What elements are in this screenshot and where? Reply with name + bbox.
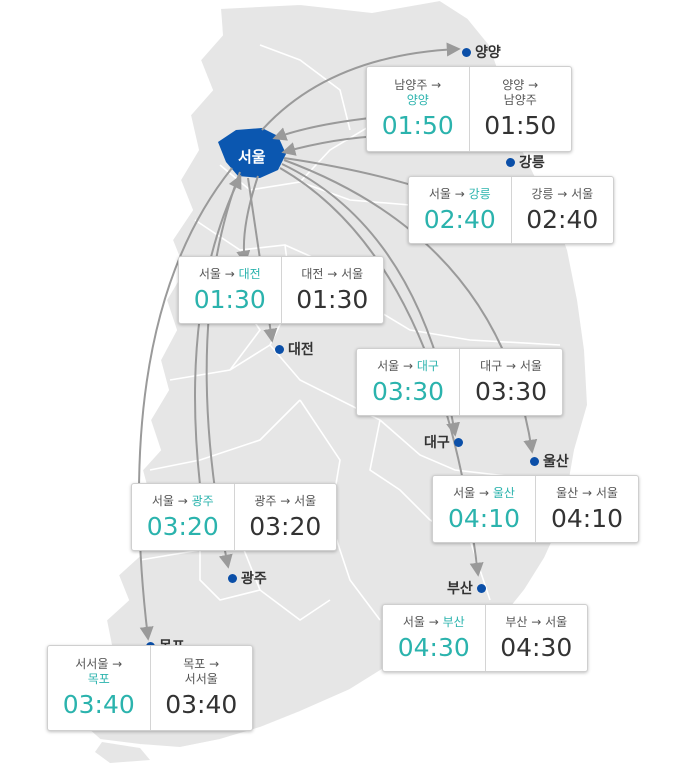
outbound-cell: 서울 → 강릉 02:40 [409,177,511,243]
return-cell: 부산 → 서울 04:30 [484,605,588,671]
return-cell: 대구 → 서울 03:30 [459,349,562,415]
outbound-time: 04:10 [447,503,521,533]
outbound-cell: 서울 → 울산 04:10 [433,476,535,542]
outbound-cell: 서울 → 부산 04:30 [383,605,485,671]
city-ulsan: 울산 [530,451,569,471]
card-gangneung: 서울 → 강릉 02:40 강릉 → 서울 02:40 [408,176,614,244]
return-route: 대전 → 서울 [301,266,364,281]
return-cell: 목포 → 서서울 03:40 [149,646,253,730]
return-cell: 대전 → 서울 01:30 [280,257,384,323]
card-daejeon: 서울 → 대전 01:30 대전 → 서울 01:30 [178,256,384,324]
return-time: 01:30 [296,284,369,314]
return-route: 대구 → 서울 [480,358,542,373]
outbound-time: 03:40 [62,689,135,719]
return-cell: 광주 → 서울 03:20 [233,484,337,550]
city-dot [506,157,515,167]
outbound-time: 01:50 [381,110,454,140]
return-time: 03:40 [165,689,238,719]
city-label: 부산 [447,581,473,597]
card-gwangju: 서울 → 광주 03:20 광주 → 서울 03:20 [131,483,337,551]
return-route: 광주 → 서울 [254,493,317,508]
return-cell: 강릉 → 서울 02:40 [510,177,614,243]
city-daegu: 대구 [424,432,463,452]
return-route: 강릉 → 서울 [531,186,594,201]
outbound-cell: 서울 → 대구 03:30 [357,349,459,415]
city-dot [476,583,486,593]
outbound-route: 서울 → 강릉 [428,186,491,201]
city-label: 강릉 [519,155,545,171]
outbound-route: 남양주 → 양양 [394,77,442,107]
seoul-label: 서울 [238,148,266,166]
return-time: 03:30 [474,376,548,406]
card-busan: 서울 → 부산 04:30 부산 → 서울 04:30 [382,604,588,672]
outbound-time: 03:30 [371,376,445,406]
return-time: 03:20 [249,511,322,541]
city-gangneung: 강릉 [506,152,545,172]
city-busan: 부산 [447,578,486,598]
outbound-route: 서서울 → 목포 [75,656,123,686]
city-label: 울산 [543,454,569,470]
city-dot [453,437,463,447]
city-dot [275,344,284,354]
outbound-cell: 서서울 → 목포 03:40 [48,646,150,730]
outbound-cell: 서울 → 대전 01:30 [179,257,281,323]
return-time: 02:40 [526,204,599,234]
city-dot [530,456,539,466]
city-gwangju: 광주 [228,568,267,588]
return-time: 01:50 [484,110,557,140]
outbound-route: 서울 → 대전 [198,266,261,281]
city-dot [228,573,237,583]
outbound-time: 04:30 [397,632,470,662]
outbound-route: 서울 → 울산 [453,485,515,500]
outbound-time: 01:30 [193,284,266,314]
city-daejeon: 대전 [275,339,314,359]
return-cell: 울산 → 서울 04:10 [535,476,638,542]
outbound-time: 03:20 [146,511,219,541]
return-time: 04:10 [550,503,624,533]
return-cell: 양양 → 남양주 01:50 [468,67,572,151]
outbound-cell: 서울 → 광주 03:20 [132,484,234,550]
city-label: 양양 [475,45,501,61]
return-time: 04:30 [500,632,573,662]
outbound-route: 서울 → 대구 [377,358,439,373]
seoul-shape [218,128,286,178]
city-label: 광주 [241,571,267,587]
return-route: 울산 → 서울 [556,485,618,500]
card-yangyang: 남양주 → 양양 01:50 양양 → 남양주 01:50 [366,66,572,152]
return-route: 목포 → 서서울 [183,656,220,686]
card-ulsan: 서울 → 울산 04:10 울산 → 서울 04:10 [432,475,639,543]
city-label: 대전 [288,342,314,358]
return-route: 양양 → 남양주 [502,77,539,107]
card-mokpo: 서서울 → 목포 03:40 목포 → 서서울 03:40 [47,645,253,731]
outbound-time: 02:40 [423,204,496,234]
outbound-route: 서울 → 광주 [151,493,214,508]
card-daegu: 서울 → 대구 03:30 대구 → 서울 03:30 [356,348,563,416]
outbound-cell: 남양주 → 양양 01:50 [367,67,469,151]
return-route: 부산 → 서울 [505,614,568,629]
city-dot [462,47,471,57]
island-shape [95,742,150,763]
city-yangyang: 양양 [462,42,501,62]
outbound-route: 서울 → 부산 [402,614,465,629]
city-label: 대구 [424,435,450,451]
